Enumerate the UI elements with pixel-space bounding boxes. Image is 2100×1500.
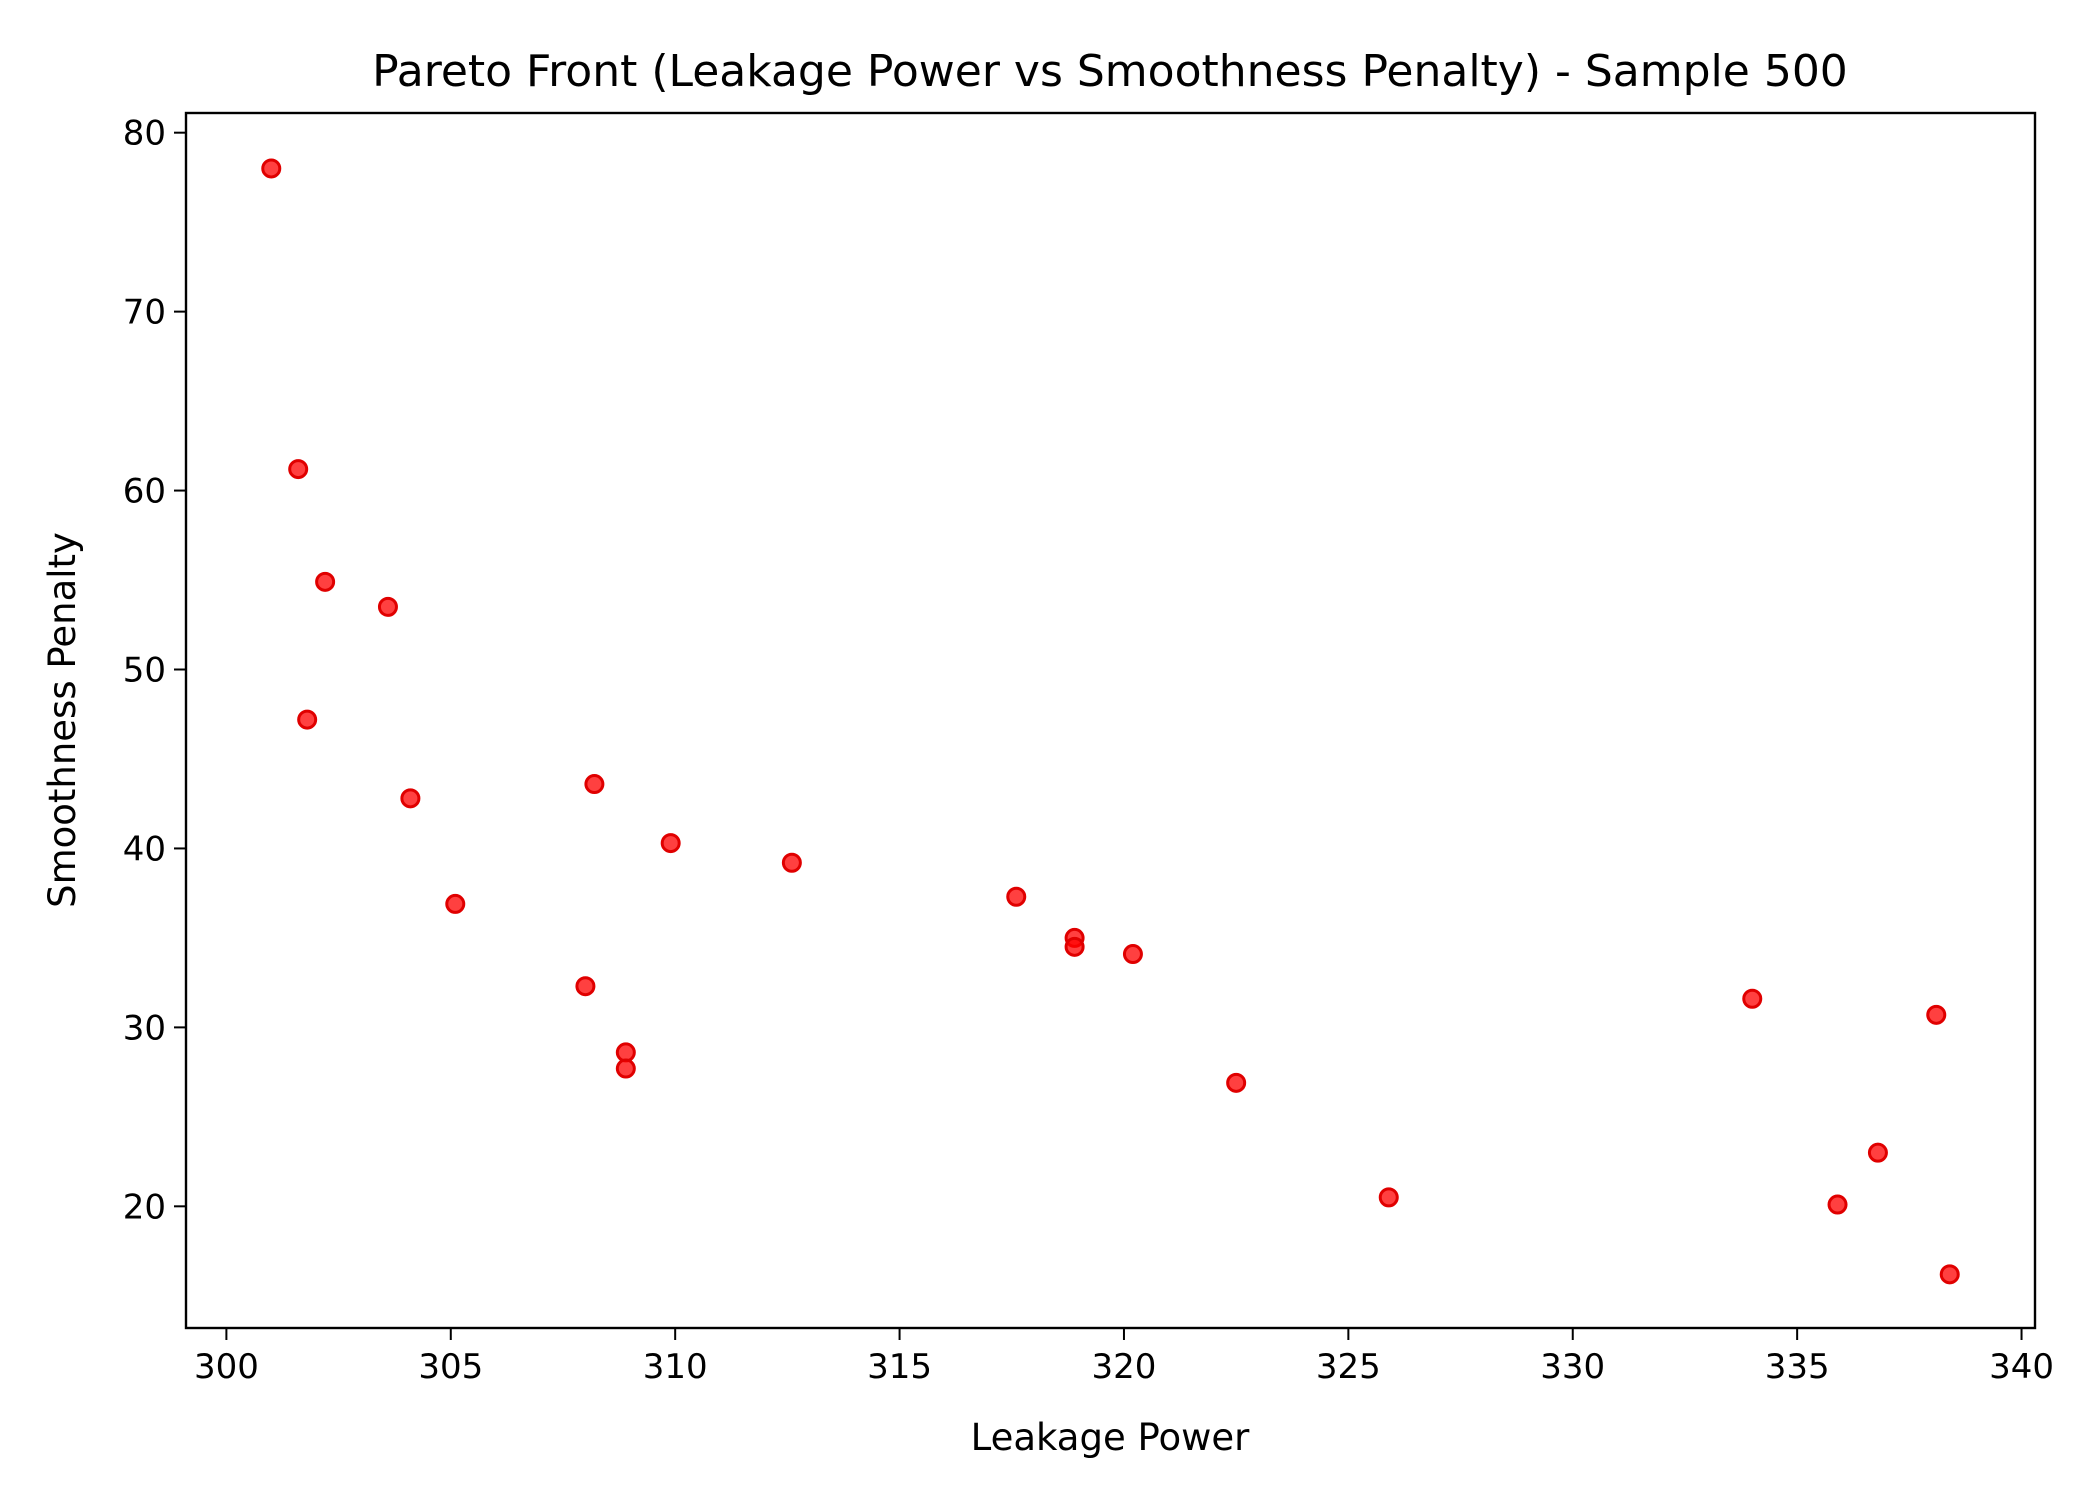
data-point [288, 459, 309, 480]
data-point [1006, 886, 1027, 907]
x-tick-label: 330 [1540, 1347, 1605, 1387]
y-tick-label: 70 [123, 293, 166, 333]
data-point [297, 709, 318, 730]
y-axis: 20 30 40 50 60 70 80 [123, 114, 186, 1227]
data-point [445, 893, 466, 914]
y-tick-label: 60 [123, 472, 166, 512]
x-axis-label: Leakage Power [971, 1416, 1251, 1459]
data-point [584, 774, 605, 795]
y-tick-label: 80 [123, 114, 166, 154]
x-tick-label: 310 [643, 1347, 708, 1387]
data-point [1939, 1264, 1960, 1285]
data-point [1378, 1187, 1399, 1208]
y-tick-label: 20 [123, 1187, 166, 1227]
data-point [1742, 988, 1763, 1009]
data-point [1867, 1142, 1888, 1163]
x-tick-label: 305 [418, 1347, 483, 1387]
data-point [1226, 1072, 1247, 1093]
data-point [615, 1058, 636, 1079]
data-point [315, 571, 336, 592]
data-point [660, 833, 681, 854]
x-tick-label: 340 [1989, 1347, 2054, 1387]
data-point [400, 788, 421, 809]
data-point [1926, 1004, 1947, 1025]
x-axis: 300 305 310 315 320 325 330 335 340 [194, 1328, 2054, 1387]
data-point [781, 852, 802, 873]
y-tick-label: 50 [123, 651, 166, 691]
plot-frame [184, 111, 2037, 1330]
x-tick-label: 335 [1765, 1347, 1830, 1387]
data-point [615, 1042, 636, 1063]
chart-title: Pareto Front (Leakage Power vs Smoothnes… [372, 46, 1848, 97]
data-point [377, 596, 398, 617]
y-tick-label: 30 [123, 1008, 166, 1048]
data-points [261, 158, 1960, 1285]
data-point [1827, 1194, 1848, 1215]
x-tick-label: 320 [1092, 1347, 1157, 1387]
data-point [1064, 936, 1085, 957]
data-point [575, 976, 596, 997]
data-point [1122, 944, 1143, 965]
x-tick-label: 300 [194, 1347, 259, 1387]
x-tick-label: 325 [1316, 1347, 1381, 1387]
data-point [261, 158, 282, 179]
x-tick-label: 315 [867, 1347, 932, 1387]
y-tick-label: 40 [123, 829, 166, 869]
y-axis-label: Smoothness Penalty [41, 532, 84, 908]
plot-area [184, 111, 2037, 1330]
